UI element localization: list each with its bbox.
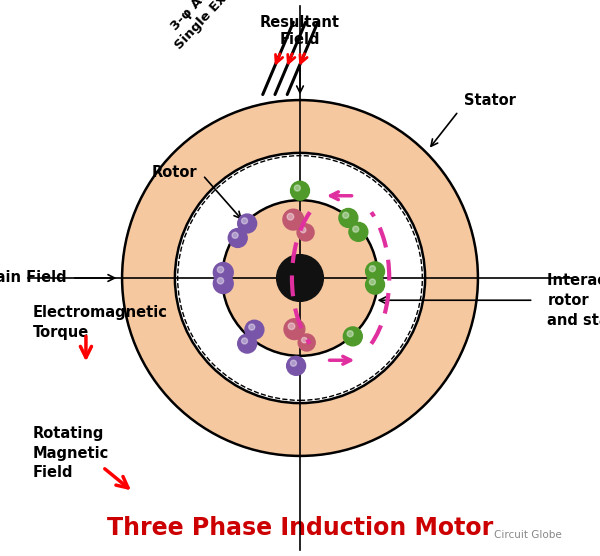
Circle shape [370,266,376,272]
Text: 3-φ Ac Supply
Single Excitation: 3-φ Ac Supply Single Excitation [161,0,268,52]
Circle shape [222,200,378,356]
Circle shape [238,214,257,233]
Text: Circuit Globe: Circuit Globe [494,530,562,540]
Circle shape [217,266,224,273]
Circle shape [284,319,305,340]
Text: Main Field: Main Field [0,271,67,285]
Circle shape [245,320,264,339]
Circle shape [365,262,385,281]
Circle shape [301,227,306,233]
Circle shape [242,338,248,344]
Circle shape [288,323,295,330]
Circle shape [238,334,257,353]
Text: Stator: Stator [464,93,516,108]
Text: Resultant
Field: Resultant Field [260,15,340,47]
Text: Interaction of
rotor
and stator: Interaction of rotor and stator [547,273,600,327]
Text: Rotating
Magnetic
Field: Rotating Magnetic Field [33,426,109,480]
Circle shape [290,360,296,366]
Text: Electromagnetic
Torque: Electromagnetic Torque [33,305,168,340]
Circle shape [339,208,358,227]
Circle shape [295,185,301,191]
Circle shape [343,212,349,219]
Circle shape [217,277,224,284]
Circle shape [349,222,368,241]
Circle shape [232,232,238,239]
Circle shape [297,224,314,241]
Circle shape [122,100,478,456]
Bar [251,222,349,334]
Circle shape [365,275,385,294]
Circle shape [343,327,362,346]
Circle shape [175,153,425,403]
Circle shape [214,262,233,282]
Circle shape [290,181,310,200]
Text: Rotor: Rotor [152,165,197,180]
Circle shape [287,356,305,375]
Circle shape [283,209,304,230]
Circle shape [249,324,255,330]
Circle shape [302,337,307,343]
Circle shape [287,214,294,220]
Circle shape [347,331,353,337]
Circle shape [353,226,359,232]
Circle shape [298,334,315,351]
Circle shape [214,274,233,294]
Circle shape [228,229,247,247]
Text: Three Phase Induction Motor: Three Phase Induction Motor [107,517,493,540]
Circle shape [242,218,248,224]
Circle shape [277,255,323,301]
Circle shape [370,279,376,285]
